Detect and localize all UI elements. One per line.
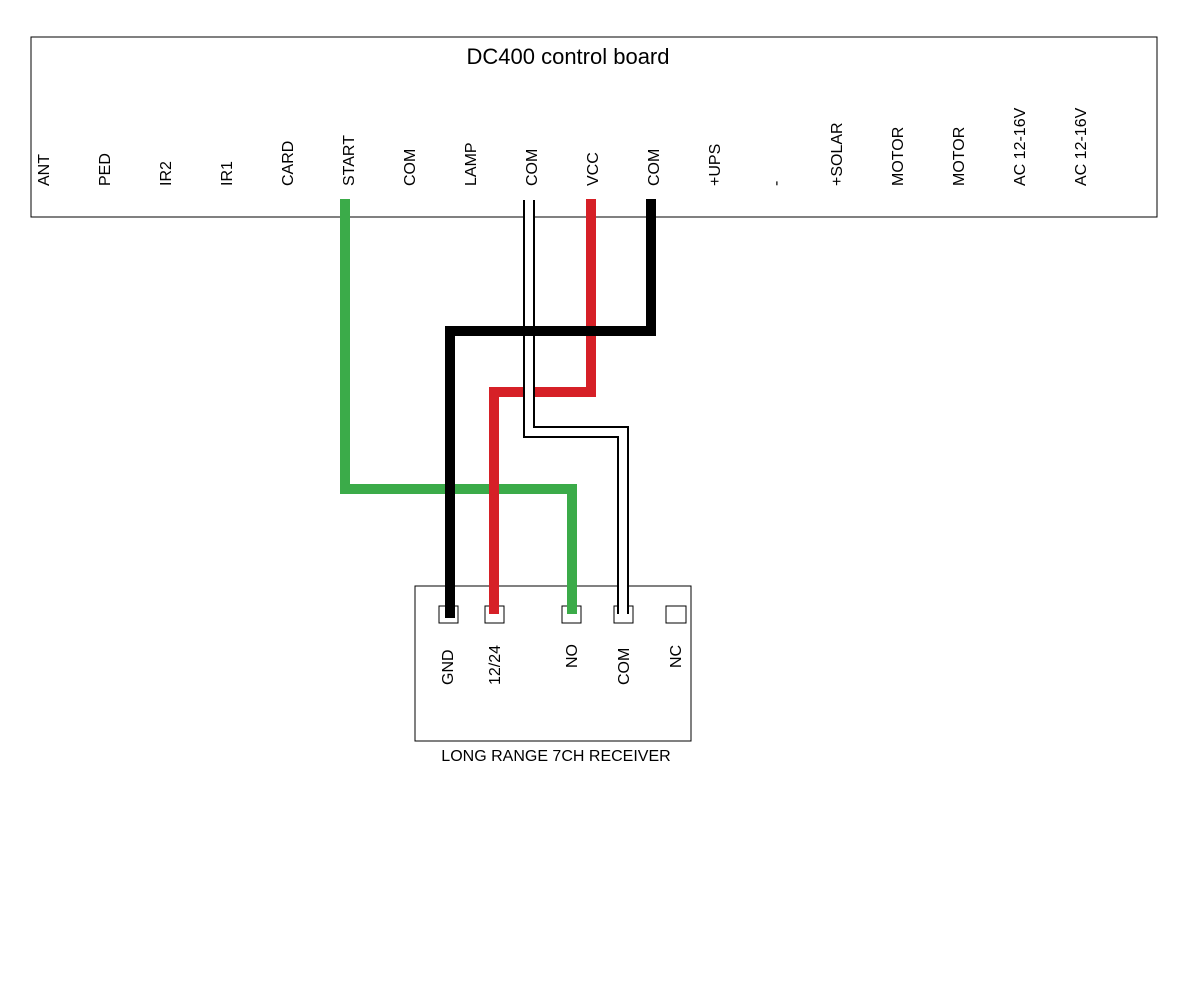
- wire-com-to-com: [525, 200, 627, 614]
- terminal-label-ir1: IR1: [219, 161, 236, 186]
- terminal-label-com-3: COM: [646, 149, 663, 186]
- terminal-label-ac-1: AC 12-16V: [1012, 107, 1029, 186]
- terminal-label-motor-2: MOTOR: [951, 127, 968, 186]
- receiver-label-nc: NC: [668, 645, 685, 668]
- terminal-label-com-2: COM: [524, 149, 541, 186]
- terminal-label-solar: +SOLAR: [829, 122, 846, 186]
- control-board-terminals: ANT PED IR2 IR1 CARD START COM LAMP COM …: [36, 107, 1090, 186]
- terminal-label-card: CARD: [280, 141, 297, 186]
- terminal-label-lamp: LAMP: [463, 142, 480, 186]
- terminal-label-ac-2: AC 12-16V: [1073, 107, 1090, 186]
- terminal-label-ir2: IR2: [158, 161, 175, 186]
- terminal-label-ped: PED: [97, 153, 114, 186]
- receiver: LONG RANGE 7CH RECEIVER GND 12/24 NO COM…: [414, 585, 692, 765]
- terminal-label-ant: ANT: [36, 154, 53, 186]
- control-board-title: DC400 control board: [466, 44, 669, 69]
- wire-com-to-gnd: [445, 199, 656, 618]
- receiver-label-com: COM: [616, 648, 633, 685]
- control-board: DC400 control board ANT PED IR2 IR1 CARD…: [30, 36, 1158, 218]
- receiver-label-12-24: 12/24: [487, 645, 504, 685]
- wires: [340, 199, 656, 618]
- receiver-label-no: NO: [564, 644, 581, 668]
- receiver-title: LONG RANGE 7CH RECEIVER: [441, 748, 670, 765]
- terminal-label-ups: +UPS: [707, 144, 724, 186]
- wire-vcc-to-12-24: [489, 199, 596, 614]
- terminal-label-start: START: [341, 135, 358, 186]
- receiver-outline: [414, 585, 692, 742]
- terminal-label-motor-1: MOTOR: [890, 127, 907, 186]
- receiver-label-gnd: GND: [440, 649, 457, 685]
- terminal-label-minus: -: [768, 181, 785, 186]
- receiver-terminal-nc: [665, 605, 687, 624]
- wire-start-to-no: [340, 199, 577, 614]
- terminal-label-vcc: VCC: [585, 152, 602, 186]
- terminal-label-com-1: COM: [402, 149, 419, 186]
